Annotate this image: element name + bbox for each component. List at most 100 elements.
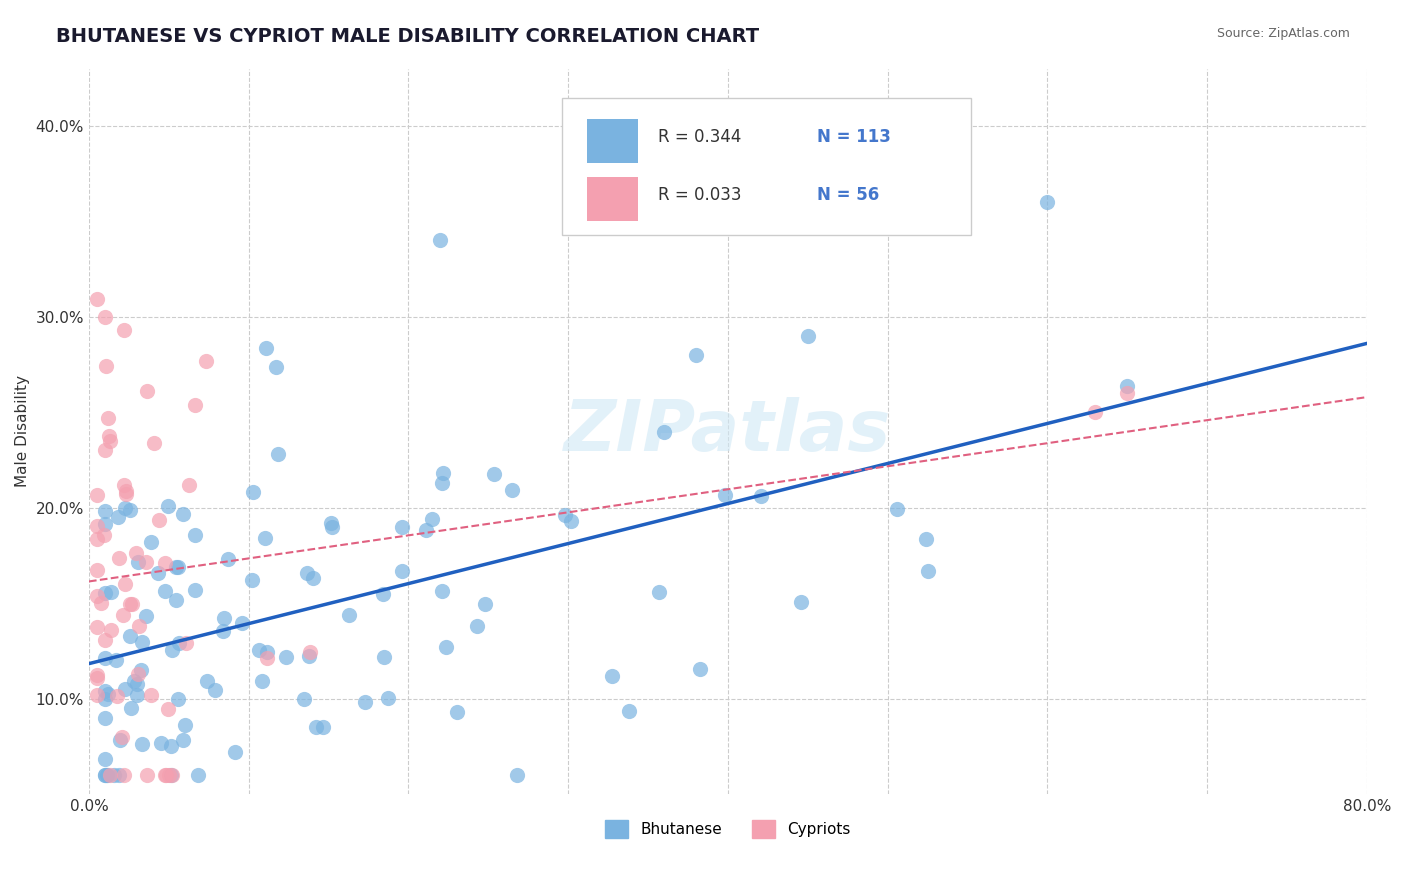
Point xyxy=(554,508,576,522)
Point xyxy=(432,466,454,480)
Point xyxy=(86,667,108,681)
Point xyxy=(204,682,226,697)
Point xyxy=(94,768,117,782)
Point xyxy=(115,487,138,501)
Point xyxy=(100,623,122,637)
Point xyxy=(97,411,120,425)
Point xyxy=(131,737,153,751)
Point xyxy=(128,619,150,633)
Point xyxy=(617,705,640,719)
Point xyxy=(124,546,146,560)
Point xyxy=(1036,195,1059,210)
Point xyxy=(172,507,194,521)
Point xyxy=(501,483,523,497)
Point xyxy=(305,720,328,734)
Point xyxy=(167,559,190,574)
FancyBboxPatch shape xyxy=(588,178,638,221)
Text: R = 0.344: R = 0.344 xyxy=(658,128,741,146)
Point xyxy=(689,662,711,676)
Y-axis label: Male Disability: Male Disability xyxy=(15,376,30,487)
Point xyxy=(114,577,136,591)
Point xyxy=(94,683,117,698)
Point xyxy=(86,671,108,685)
Point xyxy=(139,688,162,702)
Point xyxy=(129,663,152,677)
Point xyxy=(652,425,675,439)
Point xyxy=(195,354,218,368)
Point xyxy=(373,649,395,664)
Point xyxy=(111,730,134,744)
Point xyxy=(136,384,159,399)
Point xyxy=(121,597,143,611)
Point xyxy=(169,636,191,650)
Point xyxy=(131,635,153,649)
Point xyxy=(112,323,135,337)
Point xyxy=(135,608,157,623)
Point xyxy=(93,528,115,542)
Point xyxy=(391,519,413,533)
Point xyxy=(127,555,149,569)
Text: Source: ZipAtlas.com: Source: ZipAtlas.com xyxy=(1216,27,1350,40)
FancyBboxPatch shape xyxy=(562,97,970,235)
Point xyxy=(217,552,239,566)
Point xyxy=(415,524,437,538)
Point xyxy=(685,348,707,362)
Point xyxy=(254,341,277,355)
Point xyxy=(600,669,623,683)
Point xyxy=(94,768,117,782)
Point xyxy=(98,434,121,449)
Point xyxy=(94,310,117,324)
Point xyxy=(142,435,165,450)
Text: R = 0.033: R = 0.033 xyxy=(658,186,741,204)
Point xyxy=(165,593,187,607)
Point xyxy=(105,690,128,704)
Point xyxy=(115,483,138,498)
Point xyxy=(276,650,298,665)
Point xyxy=(224,745,246,759)
Point xyxy=(420,512,443,526)
Point xyxy=(211,624,233,639)
Point xyxy=(436,640,458,655)
Point xyxy=(242,484,264,499)
Point xyxy=(174,636,197,650)
Point xyxy=(118,629,141,643)
Point xyxy=(112,607,135,622)
Point xyxy=(354,695,377,709)
Point xyxy=(714,487,737,501)
Point xyxy=(100,585,122,599)
Point xyxy=(94,517,117,532)
Point xyxy=(160,739,183,753)
Text: N = 113: N = 113 xyxy=(817,128,891,146)
Point xyxy=(86,589,108,603)
Point xyxy=(160,768,183,782)
Point xyxy=(97,687,120,701)
Point xyxy=(174,718,197,732)
Point xyxy=(108,551,131,566)
Point xyxy=(153,557,176,571)
Point xyxy=(86,563,108,577)
Point xyxy=(256,645,278,659)
Point xyxy=(337,607,360,622)
Point xyxy=(312,720,335,734)
Point xyxy=(97,428,120,442)
Point xyxy=(195,673,218,688)
Point xyxy=(125,688,148,702)
Point xyxy=(184,528,207,542)
Point xyxy=(214,611,236,625)
Point xyxy=(107,510,129,524)
Point xyxy=(446,705,468,719)
Point xyxy=(465,619,488,633)
Text: ZIPatlas: ZIPatlas xyxy=(564,397,891,466)
Point xyxy=(1116,386,1139,401)
Point xyxy=(94,359,117,373)
Point xyxy=(94,711,117,725)
Point xyxy=(120,701,142,715)
Point xyxy=(231,616,253,631)
Point xyxy=(648,584,671,599)
Point xyxy=(155,768,177,782)
Point xyxy=(560,514,582,528)
Point xyxy=(94,691,117,706)
Point xyxy=(1116,379,1139,393)
Point xyxy=(183,582,205,597)
Text: N = 56: N = 56 xyxy=(817,186,880,204)
